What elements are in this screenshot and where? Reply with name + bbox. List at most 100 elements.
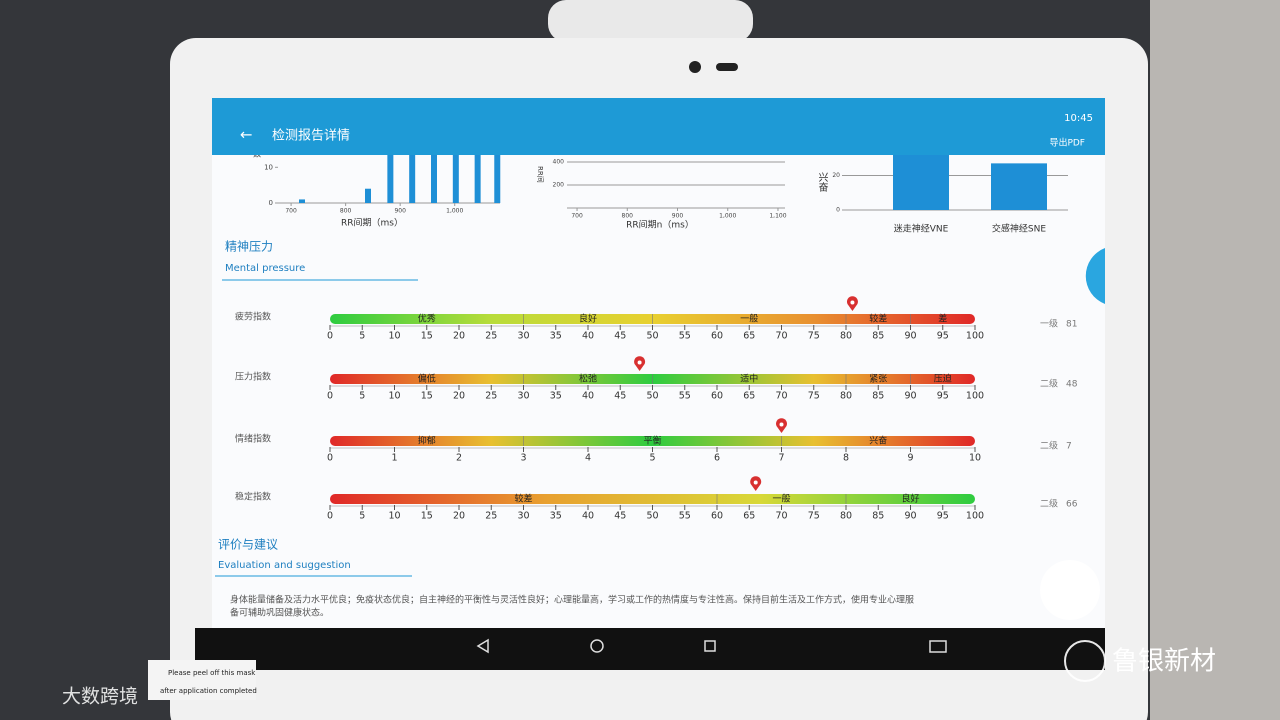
sticker <box>148 660 256 700</box>
tick-label: 30 <box>517 391 529 402</box>
tick-label: 5 <box>649 453 655 464</box>
tick-label: 25 <box>485 331 497 342</box>
tick-label: 5 <box>359 331 365 342</box>
tick-label: 5 <box>359 391 365 402</box>
tick-label: 95 <box>937 331 949 342</box>
sticker-text: Please peel off this mask <box>168 669 256 677</box>
bar <box>431 155 437 203</box>
x-tick-label: 1,000 <box>446 208 463 215</box>
zone-label: 适中 <box>740 373 758 385</box>
tick-label: 20 <box>453 391 465 402</box>
bar <box>893 155 949 210</box>
tick-label: 10 <box>388 331 400 342</box>
tick-label: 50 <box>646 511 658 522</box>
gauge-bar <box>330 494 975 504</box>
back-button[interactable]: ← <box>240 126 253 144</box>
tick-label: 0 <box>327 511 333 522</box>
tick-label: 90 <box>904 331 916 342</box>
nav-back[interactable] <box>476 638 489 654</box>
side-button[interactable] <box>1085 248 1105 304</box>
tick-label: 20 <box>453 511 465 522</box>
tick-label: 50 <box>646 391 658 402</box>
tick-label: 95 <box>937 391 949 402</box>
tick-label: 40 <box>582 391 594 402</box>
tick-label: 15 <box>421 331 433 342</box>
zone-label: 平衡 <box>643 435 661 447</box>
tick-label: 0 <box>327 391 333 402</box>
tick-label: 80 <box>840 511 852 522</box>
tick-label: 6 <box>714 453 720 464</box>
y-tick-label: 20 <box>832 172 840 179</box>
tick-label: 8 <box>843 453 849 464</box>
holder <box>548 0 753 42</box>
x-tick-label: 交感神经SNE <box>992 223 1046 235</box>
wall <box>1150 0 1280 720</box>
watermark-account: 鲁银新材 <box>1112 647 1216 677</box>
zone-label: 良好 <box>579 313 597 325</box>
zone-label: 紧张 <box>869 374 887 385</box>
tick-label: 55 <box>679 391 691 402</box>
top-charts: 数0107008009001,000RR间2004007008009001,00… <box>253 149 1068 220</box>
gauge-bar <box>330 436 975 446</box>
export-pdf[interactable]: 导出PDF <box>1049 137 1085 149</box>
level: 二级 <box>1040 440 1058 452</box>
tick-label: 25 <box>485 391 497 402</box>
tick-label: 75 <box>808 391 820 402</box>
gauges: 疲劳指数 优秀 良好 一般 较差 差0 5 10 15 20 25 30 35 40 45 50 55 60 65 7… <box>235 296 1078 522</box>
axis-label: 数 <box>253 149 261 159</box>
zone-label: 松弛 <box>579 373 597 385</box>
zone-label: 一般 <box>772 493 790 505</box>
nav-home[interactable] <box>590 639 604 653</box>
y-tick-label: 200 <box>553 181 565 188</box>
zone-label: 压迫 <box>934 373 952 385</box>
bar <box>474 155 481 203</box>
zone-label: 兴奋 <box>869 435 887 447</box>
app-title: 检测报告详情 <box>272 129 350 144</box>
tick-label: 20 <box>453 331 465 342</box>
level: 二级 <box>1040 498 1058 510</box>
axis-label: RR间期n（ms） <box>626 219 694 231</box>
axis-label: 兴奋 <box>816 172 828 193</box>
nav-recent[interactable] <box>704 640 716 652</box>
gauge-name: 压力指数 <box>235 371 271 383</box>
gauge-name: 疲劳指数 <box>235 311 271 323</box>
tick-label: 9 <box>907 453 913 464</box>
zone-label: 抑郁 <box>418 435 436 447</box>
tick-label: 10 <box>388 391 400 402</box>
tick-label: 7 <box>778 453 784 464</box>
bar <box>494 155 501 203</box>
bar <box>452 155 459 203</box>
tick-label: 60 <box>711 511 723 522</box>
bar <box>991 163 1047 210</box>
bar <box>365 188 371 203</box>
nav-bar <box>195 628 1105 670</box>
marker-dot <box>637 360 642 365</box>
x-tick-label: 1,000 <box>719 213 736 220</box>
tick-label: 3 <box>520 453 526 464</box>
x-tick-label: 900 <box>672 213 684 220</box>
gauge-name: 情绪指数 <box>235 433 271 445</box>
y-tick-label: 0 <box>269 199 273 207</box>
x-tick-label: 1,100 <box>769 213 786 220</box>
floating-button[interactable] <box>1040 560 1100 620</box>
tick-label: 35 <box>550 391 562 402</box>
zone-label: 较差 <box>514 493 532 505</box>
y-tick-label: 0 <box>836 207 840 214</box>
x-tick-label: 700 <box>571 213 583 220</box>
bar <box>409 155 416 203</box>
value-text: 66 <box>1066 500 1078 510</box>
tick-label: 0 <box>327 453 333 464</box>
tick-label: 45 <box>614 331 626 342</box>
evaluation-text: 备可辅助巩固健康状态。 <box>230 607 329 619</box>
tick-label: 65 <box>743 511 755 522</box>
tick-label: 100 <box>966 511 984 522</box>
tick-label: 40 <box>582 331 594 342</box>
tick-label: 80 <box>840 331 852 342</box>
watermark-icon <box>1064 640 1106 682</box>
tick-label: 100 <box>966 331 984 342</box>
x-tick-label: 迷走神经VNE <box>894 223 949 235</box>
nav-screenshot[interactable] <box>929 640 947 653</box>
tick-label: 60 <box>711 331 723 342</box>
